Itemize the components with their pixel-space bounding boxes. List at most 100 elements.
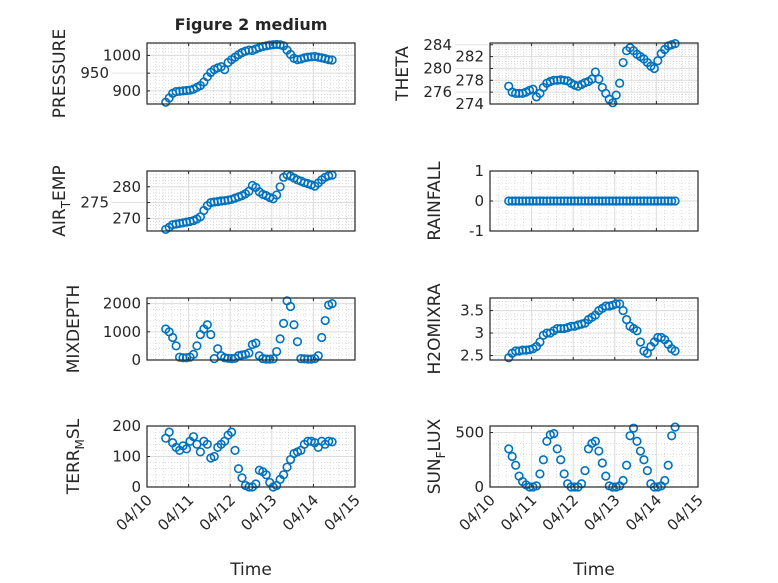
x-tick-label: 04/15 — [664, 491, 707, 534]
y-axis-label: RAINFALL — [425, 161, 445, 241]
y-label-rest: EMP — [50, 165, 70, 201]
data-point — [601, 471, 611, 481]
axes-box — [146, 42, 356, 105]
data-point — [324, 436, 334, 446]
y-tick-label: 2.5 — [460, 347, 484, 365]
y-axis-label: H2OMIXRA — [425, 283, 445, 374]
data-point — [202, 320, 212, 330]
data-point — [195, 447, 205, 457]
x-tick-label: 04/13 — [237, 491, 280, 534]
y-tick-label: 950 — [80, 64, 109, 82]
y-axis-label: SUNFLUX — [425, 418, 448, 494]
data-point — [188, 349, 199, 359]
data-point — [268, 354, 278, 364]
y-label-subscript: T — [59, 200, 73, 209]
data-point — [261, 470, 271, 480]
y-label-main: MIXDEPTH — [64, 285, 84, 374]
y-tick-label: 2000 — [103, 295, 141, 313]
x-axis-label: Time — [229, 560, 272, 580]
data-point — [327, 55, 337, 65]
data-point — [168, 332, 178, 343]
y-label-rest: SL — [64, 418, 84, 439]
data-point — [635, 446, 646, 456]
y-tick-label: 500 — [455, 424, 484, 442]
data-point — [275, 334, 285, 344]
data-point — [667, 196, 677, 206]
data-point — [278, 470, 289, 480]
x-tick-label: 04/12 — [539, 491, 582, 534]
data-point — [244, 348, 254, 358]
data-point — [285, 301, 296, 312]
data-point — [507, 451, 517, 462]
x-tick-label: 04/10 — [113, 491, 156, 534]
y-tick-label: 1000 — [103, 323, 141, 341]
axes-box — [146, 425, 356, 488]
y-tick-label: 0 — [131, 478, 141, 496]
y-tick-label: 3 — [474, 324, 484, 342]
data-point — [164, 427, 174, 437]
data-point — [220, 64, 230, 75]
data-point — [289, 320, 299, 330]
y-axis-label: PRESSURE — [50, 29, 70, 118]
data-point — [632, 436, 642, 446]
data-point — [237, 473, 247, 483]
data-point — [324, 171, 334, 181]
data-point — [625, 431, 635, 441]
data-point — [597, 458, 607, 468]
data-point — [324, 55, 334, 65]
y-label-main: TERR — [64, 449, 84, 495]
data-point — [188, 432, 199, 442]
data-point — [327, 437, 337, 447]
figure-title: Figure 2 medium — [175, 15, 328, 34]
data-point — [642, 466, 652, 476]
x-tick-label: 04/15 — [321, 491, 364, 534]
data-point — [556, 455, 566, 465]
data-point — [292, 337, 303, 347]
data-point — [552, 444, 562, 454]
y-label-subscript: F — [434, 451, 448, 458]
data-point — [621, 460, 632, 470]
data-point — [278, 318, 289, 328]
axes-box — [489, 425, 699, 488]
data-point — [618, 57, 628, 68]
y-label-main: RAINFALL — [425, 161, 445, 241]
data-point — [202, 439, 212, 449]
data-point — [632, 326, 642, 336]
data-point — [528, 84, 538, 94]
y-tick-label: 0 — [474, 478, 484, 496]
x-tick-label: 04/10 — [456, 491, 499, 534]
axes-box — [489, 42, 699, 105]
y-label-rest: LUX — [425, 418, 445, 451]
data-point — [670, 422, 680, 432]
data-point — [618, 305, 628, 316]
data-point — [608, 98, 618, 108]
data-point — [628, 423, 639, 433]
y-tick-label: 900 — [112, 82, 141, 100]
data-point — [306, 354, 316, 364]
data-point — [206, 330, 216, 340]
data-point — [226, 427, 237, 437]
y-tick-label: 282 — [455, 48, 484, 66]
y-axis-label: MIXDEPTH — [64, 285, 84, 374]
y-axis-label: THETA — [393, 46, 413, 102]
data-point — [639, 455, 649, 465]
axes-h2omixra: 2.5 3 3.5 H2OMIXRA — [425, 283, 699, 375]
y-tick-label: 280 — [112, 178, 141, 196]
y-tick-label: 0 — [131, 351, 141, 369]
y-label-main: AIR — [50, 208, 70, 237]
y-tick-label: -1 — [469, 222, 484, 240]
x-tick-label: 04/14 — [279, 491, 322, 534]
x-axis-label: Time — [572, 560, 615, 580]
data-point — [653, 56, 663, 66]
axes-box — [146, 297, 356, 361]
y-tick-label: 275 — [80, 194, 109, 212]
y-tick-label: 0 — [474, 192, 484, 210]
data-point — [615, 78, 625, 88]
data-point — [327, 299, 337, 309]
x-tick-label: 04/12 — [196, 491, 239, 534]
data-point — [590, 436, 600, 446]
